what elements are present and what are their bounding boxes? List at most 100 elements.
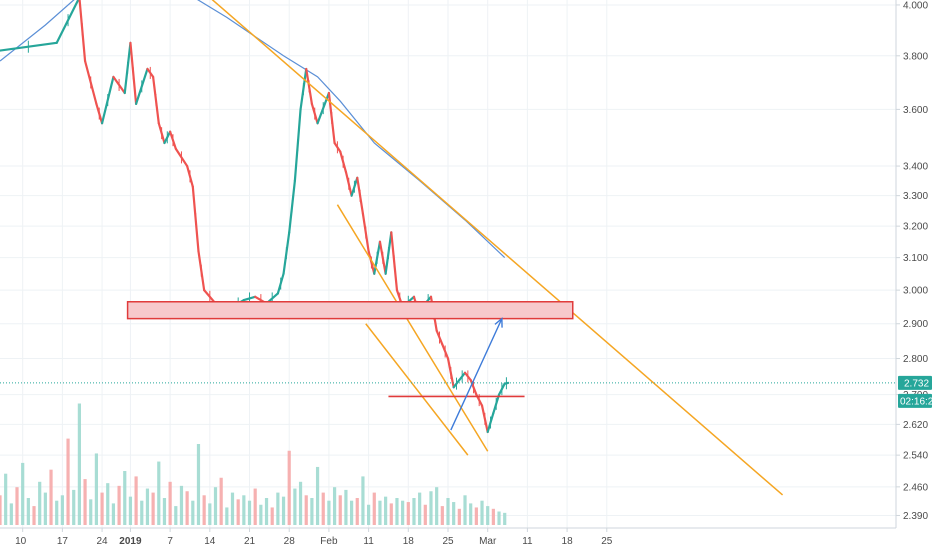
volume-bar xyxy=(9,503,13,525)
volume-bar xyxy=(440,506,444,525)
volume-bar xyxy=(435,487,439,525)
volume-bar xyxy=(327,500,331,525)
volume-bar xyxy=(463,495,467,525)
volume-bar xyxy=(480,500,484,525)
long-downtrend-line[interactable] xyxy=(210,0,784,496)
volume-bar xyxy=(43,492,47,525)
volume-bar xyxy=(77,403,81,525)
volume-bar xyxy=(60,495,64,525)
volume-bar xyxy=(378,500,382,525)
volume-bar xyxy=(94,453,99,525)
volume-bar xyxy=(344,489,348,525)
resistance-zone[interactable] xyxy=(126,301,574,320)
volume-bar xyxy=(452,502,456,525)
volume-bar xyxy=(412,498,416,525)
y-tick-label: 3.000 xyxy=(903,286,928,297)
volume-bar xyxy=(259,504,263,525)
volume-bar xyxy=(140,500,144,525)
volume-bar xyxy=(503,512,507,525)
volume-bar xyxy=(423,504,427,525)
x-tick-label: 14 xyxy=(204,536,216,547)
volume-bar xyxy=(32,506,36,525)
volume-bar xyxy=(49,469,53,525)
volume-bar xyxy=(185,491,189,525)
volume-bar xyxy=(486,506,490,525)
volume-bar xyxy=(469,503,473,525)
volume-bar xyxy=(281,496,286,525)
volume-bar xyxy=(298,481,303,525)
x-tick-label: 7 xyxy=(167,536,173,547)
last-price-badge xyxy=(898,375,932,390)
x-tick-label: 25 xyxy=(601,536,613,547)
y-tick-label: 3.100 xyxy=(903,253,928,264)
volume-bar xyxy=(474,507,478,525)
volume-bar xyxy=(497,511,501,525)
x-tick-label: 24 xyxy=(97,536,109,547)
projection-arrow-head xyxy=(494,317,503,328)
y-tick-label: 2.390 xyxy=(903,511,928,522)
volume-bar xyxy=(111,503,116,525)
volume-bar xyxy=(66,438,70,525)
volume-bar xyxy=(230,492,235,525)
volume-bar xyxy=(83,479,87,525)
volume-bar xyxy=(236,499,240,525)
x-tick-label: 21 xyxy=(244,536,256,547)
volume-bar xyxy=(196,444,201,525)
last-price-value: 2.732 xyxy=(904,378,929,389)
x-tick-label: 28 xyxy=(284,536,296,547)
channel-lower-line[interactable] xyxy=(365,323,469,456)
countdown-badge xyxy=(898,393,932,408)
channel-upper-line[interactable] xyxy=(336,204,489,452)
x-tick-label: 25 xyxy=(442,536,454,547)
volume-bar xyxy=(457,508,461,525)
volume-bar xyxy=(0,495,2,525)
countdown-value: 02:16:25 xyxy=(900,396,932,407)
y-tick-label: 2.620 xyxy=(903,420,928,431)
volume-bar xyxy=(315,466,320,525)
volume-bar xyxy=(304,495,308,525)
volume-bar xyxy=(491,508,495,525)
volume-bar xyxy=(157,461,161,525)
volume-bar xyxy=(21,462,25,525)
y-tick-label: 3.400 xyxy=(903,162,928,173)
volume-bar xyxy=(418,492,422,525)
volume-bar xyxy=(151,492,155,525)
volume-bar xyxy=(349,500,354,525)
volume-bar xyxy=(367,504,371,525)
volume-bar xyxy=(401,500,405,525)
volume-bar xyxy=(26,498,30,525)
volume-bar xyxy=(208,503,212,525)
volume-bar xyxy=(361,476,365,525)
x-tick-label: 11 xyxy=(522,536,533,547)
volume-bar xyxy=(225,507,229,525)
x-tick-label: 18 xyxy=(562,536,574,547)
volume-bar xyxy=(372,492,376,525)
price-badges: 2.732 02:16:25 xyxy=(898,375,932,408)
y-tick-label: 2.540 xyxy=(903,451,928,462)
volume-bar xyxy=(321,492,325,525)
y-tick-label: 2.800 xyxy=(903,354,928,365)
volume-bar xyxy=(446,498,450,525)
volume-bar xyxy=(276,492,280,525)
volume-bar xyxy=(106,483,110,525)
volume-bar xyxy=(128,496,133,525)
x-tick-label: 2019 xyxy=(119,536,142,547)
volume-bar xyxy=(191,500,195,525)
volume-bar xyxy=(89,499,93,525)
volume-bar xyxy=(213,487,218,525)
projection-arrow[interactable] xyxy=(450,318,503,431)
y-tick-label: 3.600 xyxy=(903,105,928,116)
volume-bar xyxy=(264,498,269,525)
volume-bar xyxy=(270,507,274,525)
volume-bar xyxy=(253,488,257,525)
volume-bar xyxy=(55,500,59,525)
x-tick-label: 10 xyxy=(15,536,27,547)
volume-bar xyxy=(134,476,138,525)
volume-bar xyxy=(287,450,291,525)
y-tick-label: 2.900 xyxy=(903,319,928,330)
volume-bar xyxy=(406,502,410,525)
